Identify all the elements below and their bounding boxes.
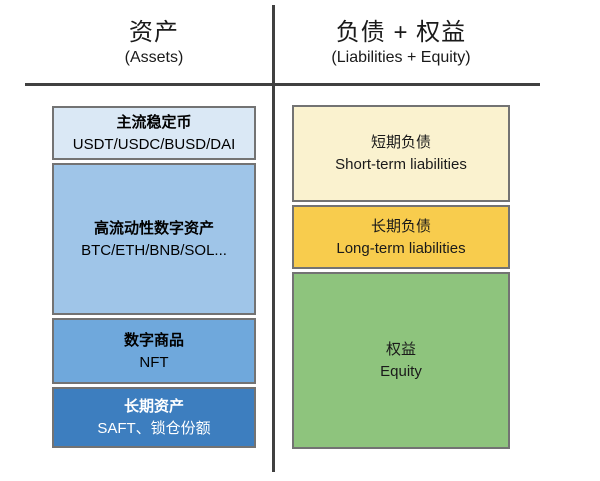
- asset-box-stablecoins-title: 主流稳定币: [116, 113, 192, 131]
- liabilities-equity-column: 短期负债 Short-term liabilities 长期负债 Long-te…: [292, 105, 510, 449]
- asset-box-liquid-digital-assets-title: 高流动性数字资产: [93, 219, 214, 237]
- asset-box-liquid-digital-assets: 高流动性数字资产 BTC/ETH/BNB/SOL...: [52, 163, 256, 315]
- liabilities-equity-header-title: 负债 + 权益: [335, 19, 467, 46]
- column-divider-line: [272, 5, 275, 472]
- assets-header-title: 资产: [129, 19, 179, 46]
- liability-box-short-term-subtitle: Short-term liabilities: [335, 156, 467, 173]
- asset-box-stablecoins-subtitle: USDT/USDC/BUSD/DAI: [72, 135, 236, 153]
- liability-box-short-term-title: 短期负债: [370, 134, 431, 151]
- asset-box-long-term-assets: 长期资产 SAFT、锁仓份额: [52, 387, 256, 448]
- asset-box-digital-goods: 数字商品 NFT: [52, 318, 256, 384]
- equity-box: 权益 Equity: [292, 272, 510, 449]
- asset-box-long-term-assets-subtitle: SAFT、锁仓份额: [97, 420, 211, 437]
- assets-column: 主流稳定币 USDT/USDC/BUSD/DAI 高流动性数字资产 BTC/ET…: [52, 106, 256, 448]
- liability-box-long-term-title: 长期负债: [370, 217, 431, 235]
- liability-box-short-term: 短期负债 Short-term liabilities: [292, 105, 510, 202]
- asset-box-digital-goods-subtitle: NFT: [139, 353, 169, 371]
- liabilities-equity-header: 负债 + 权益 (Liabilities + Equity): [282, 18, 520, 68]
- liability-box-long-term-subtitle: Long-term liabilities: [336, 239, 466, 257]
- liability-box-long-term: 长期负债 Long-term liabilities: [292, 205, 510, 269]
- asset-box-liquid-digital-assets-subtitle: BTC/ETH/BNB/SOL...: [81, 241, 227, 259]
- equity-box-title: 权益: [385, 341, 416, 358]
- asset-box-digital-goods-title: 数字商品: [123, 331, 184, 349]
- asset-box-stablecoins: 主流稳定币 USDT/USDC/BUSD/DAI: [52, 106, 256, 160]
- assets-header: 资产 (Assets): [52, 18, 256, 68]
- header-underline: [25, 83, 540, 86]
- assets-header-subtitle: (Assets): [124, 49, 184, 66]
- asset-box-long-term-assets-title: 长期资产: [123, 398, 184, 415]
- equity-box-subtitle: Equity: [380, 363, 422, 380]
- liabilities-equity-header-subtitle: (Liabilities + Equity): [331, 49, 471, 66]
